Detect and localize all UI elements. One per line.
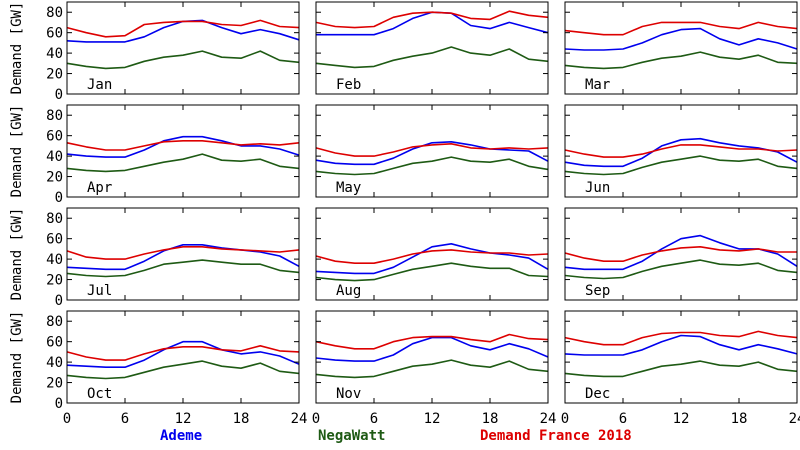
series-line-may-negawatt <box>315 156 549 176</box>
series-line-oct-negawatt <box>66 360 300 380</box>
x-tick-label: 6 <box>370 411 378 427</box>
panel-label-jul: Jul <box>87 283 112 299</box>
panel-label-sep: Sep <box>585 283 610 299</box>
y-tick-label: 80 <box>46 211 63 227</box>
panel-label-feb: Feb <box>336 77 361 93</box>
series-line-mar-negawatt <box>564 51 798 70</box>
series-line-nov-demand-france-2018 <box>315 333 549 350</box>
series-line-jan-ademe <box>66 19 300 43</box>
series-line-apr-negawatt <box>66 153 300 173</box>
series-line-jul-ademe <box>66 244 300 271</box>
y-tick-label: 0 <box>55 396 63 412</box>
y-tick-label: 0 <box>55 293 63 309</box>
series-line-nov-ademe <box>315 336 549 362</box>
y-tick-label: 60 <box>46 232 63 248</box>
series-line-nov-negawatt <box>315 359 549 379</box>
series-line-dec-negawatt <box>564 360 798 378</box>
series-line-aug-negawatt <box>315 262 549 282</box>
series-line-may-demand-france-2018 <box>315 143 549 157</box>
series-line-jun-negawatt <box>564 155 798 176</box>
x-tick-label: 12 <box>673 411 690 427</box>
y-tick-label: 0 <box>55 87 63 103</box>
y-tick-label: 40 <box>46 252 63 268</box>
x-tick-label: 0 <box>63 411 71 427</box>
y-tick-label: 20 <box>46 67 63 83</box>
panel-label-jun: Jun <box>585 180 610 196</box>
series-line-sep-demand-france-2018 <box>564 246 797 263</box>
series-line-sep-negawatt <box>564 259 798 280</box>
panel-label-mar: Mar <box>585 77 610 93</box>
panel-label-jan: Jan <box>87 77 112 93</box>
y-axis-title: Demand [GW] <box>9 311 25 404</box>
panel-label-apr: Apr <box>87 180 112 196</box>
series-line-aug-ademe <box>315 243 549 275</box>
y-tick-label: 20 <box>46 273 63 289</box>
x-tick-label: 0 <box>561 411 569 427</box>
x-tick-label: 24 <box>291 411 308 427</box>
series-line-jan-demand-france-2018 <box>66 19 300 38</box>
series-line-apr-ademe <box>66 135 300 158</box>
x-tick-label: 12 <box>424 411 441 427</box>
x-tick-label: 18 <box>233 411 250 427</box>
x-tick-label: 6 <box>121 411 129 427</box>
y-tick-label: 20 <box>46 170 63 186</box>
y-tick-label: 60 <box>46 335 63 351</box>
y-axis-title: Demand [GW] <box>9 105 25 198</box>
x-tick-label: 24 <box>789 411 800 427</box>
y-tick-label: 60 <box>46 129 63 145</box>
series-line-feb-demand-france-2018 <box>315 10 549 29</box>
series-line-aug-demand-france-2018 <box>315 249 549 265</box>
y-tick-label: 80 <box>46 108 63 124</box>
legend-demand-france-2018: Demand France 2018 <box>480 428 632 444</box>
x-tick-label: 6 <box>619 411 627 427</box>
y-tick-label: 20 <box>46 376 63 392</box>
x-tick-label: 18 <box>482 411 499 427</box>
series-line-may-ademe <box>315 141 549 166</box>
series-line-dec-ademe <box>564 334 798 356</box>
panel-label-dec: Dec <box>585 386 610 402</box>
series-line-jan-negawatt <box>66 50 300 70</box>
panel-label-nov: Nov <box>336 386 361 402</box>
series-line-feb-ademe <box>316 11 549 36</box>
series-line-oct-ademe <box>66 340 300 369</box>
series-line-jun-ademe <box>564 137 798 168</box>
y-tick-label: 80 <box>46 314 63 330</box>
x-tick-label: 0 <box>312 411 320 427</box>
x-tick-label: 18 <box>731 411 748 427</box>
series-line-apr-demand-france-2018 <box>66 140 300 151</box>
series-line-oct-demand-france-2018 <box>66 344 300 361</box>
legend-ademe: Ademe <box>160 428 203 444</box>
y-tick-label: 60 <box>46 26 63 42</box>
y-tick-label: 40 <box>46 355 63 371</box>
y-tick-label: 0 <box>55 190 63 206</box>
x-tick-label: 24 <box>540 411 557 427</box>
series-line-jul-demand-france-2018 <box>66 246 300 260</box>
x-tick-label: 12 <box>175 411 192 427</box>
panel-label-may: May <box>336 180 361 196</box>
panel-label-aug: Aug <box>336 283 361 299</box>
series-line-jul-negawatt <box>66 259 300 278</box>
y-tick-label: 40 <box>46 149 63 165</box>
y-axis-title: Demand [GW] <box>9 2 25 95</box>
series-line-feb-negawatt <box>315 46 549 69</box>
y-tick-label: 40 <box>46 46 63 62</box>
y-axis-title: Demand [GW] <box>9 208 25 301</box>
legend-negawatt: NegaWatt <box>318 428 386 444</box>
y-tick-label: 80 <box>46 5 63 21</box>
series-line-jun-demand-france-2018 <box>564 144 798 158</box>
panel-label-oct: Oct <box>87 386 112 402</box>
series-line-dec-demand-france-2018 <box>564 330 798 346</box>
series-line-mar-demand-france-2018 <box>564 21 798 36</box>
series-line-mar-ademe <box>564 27 798 51</box>
